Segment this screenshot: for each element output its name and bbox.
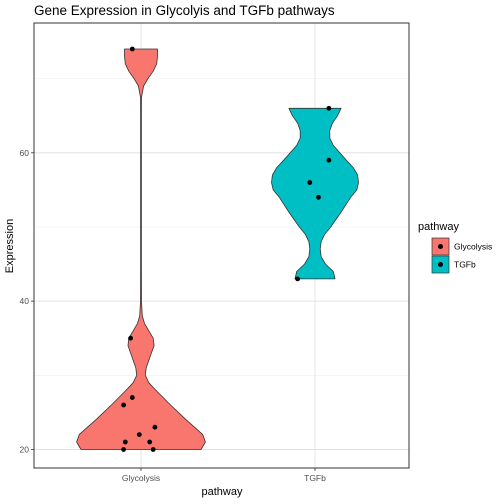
point-glycolysis-7 [147,439,153,445]
y-tick-label: 60 [20,148,30,158]
x-axis-label: pathway [202,486,243,498]
point-glycolysis-4 [152,424,158,430]
point-glycolysis-2 [129,395,135,400]
y-axis: 20 40 60 [20,148,34,454]
point-tgfb-0 [326,105,332,111]
legend-label-glycolysis: Glycolysis [454,242,492,252]
x-tick-label: Glycolysis [122,473,160,483]
legend-label-tgfb: TGFb [454,260,476,270]
plot-panel [33,22,410,469]
violin-tgfb [271,107,359,280]
y-axis-label: Expression [4,219,16,273]
point-glycolysis-5 [136,432,142,437]
legend-key-dot-glycolysis [438,244,443,249]
point-glycolysis-8 [121,447,126,452]
legend-key-dot-tgfb [438,262,443,267]
violins [76,48,359,450]
point-glycolysis-9 [150,447,156,452]
point-glycolysis-6 [122,439,128,445]
legend-item-glycolysis: Glycolysis [431,237,492,256]
violin-glycolysis [76,48,206,450]
y-tick-label: 40 [20,296,30,306]
y-tick-label: 20 [20,444,30,454]
legend-title: pathway [418,221,459,233]
point-tgfb-3 [316,194,321,200]
point-glycolysis-0 [129,46,135,52]
point-tgfb-4 [295,276,300,282]
legend-item-tgfb: TGFb [431,255,476,274]
chart-title: Gene Expression in Glycolyis and TGFb pa… [34,3,335,18]
point-glycolysis-3 [121,402,126,408]
x-tick-label: TGFb [304,473,326,483]
legend: pathway Glycolysis TGFb [418,221,492,274]
points [121,46,332,452]
point-tgfb-2 [307,180,313,185]
x-axis: Glycolysis TGFb [122,468,326,483]
point-tgfb-1 [326,157,332,163]
plot-border [33,22,410,469]
point-glycolysis-1 [128,335,134,341]
